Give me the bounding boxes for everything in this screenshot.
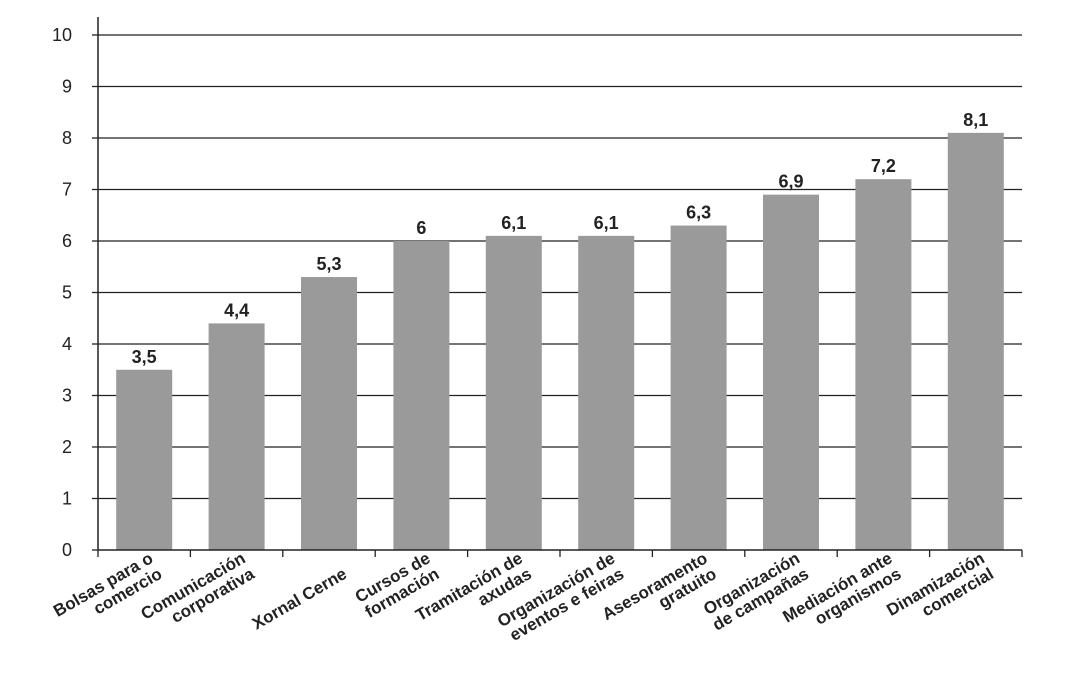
y-tick-label: 0 bbox=[62, 540, 72, 560]
x-tick-label: Xornal Cerne bbox=[249, 564, 350, 633]
data-label: 6,1 bbox=[501, 213, 526, 233]
bar bbox=[208, 323, 265, 550]
y-tick-label: 5 bbox=[62, 283, 72, 303]
data-label: 6,3 bbox=[686, 203, 711, 223]
data-label: 8,1 bbox=[963, 110, 988, 130]
x-tick-label-line: Xornal Cerne bbox=[249, 564, 350, 633]
x-tick-labels: Bolsas para ocomercioComunicacióncorpora… bbox=[50, 549, 997, 645]
data-label: 3,5 bbox=[132, 347, 157, 367]
bar bbox=[578, 235, 635, 550]
y-tick-label: 3 bbox=[62, 386, 72, 406]
bar bbox=[855, 179, 912, 550]
bar bbox=[763, 194, 819, 550]
y-tick-label: 2 bbox=[62, 437, 72, 457]
bar bbox=[670, 225, 727, 551]
bar bbox=[393, 241, 450, 550]
bar bbox=[301, 277, 357, 550]
bar bbox=[116, 369, 173, 550]
y-tick-label: 10 bbox=[52, 25, 72, 45]
y-tick-label: 1 bbox=[62, 489, 72, 509]
y-tick-label: 9 bbox=[62, 77, 72, 97]
bars bbox=[116, 132, 1004, 551]
data-label: 6 bbox=[416, 218, 426, 238]
data-label: 6,1 bbox=[594, 213, 619, 233]
data-label: 4,4 bbox=[224, 300, 249, 320]
y-tick-labels: 0 1 2 3 4 5 6 7 8 9 10 bbox=[52, 25, 72, 560]
bar bbox=[947, 132, 1004, 550]
y-tick-label: 8 bbox=[62, 128, 72, 148]
y-tick-label: 6 bbox=[62, 231, 72, 251]
axes bbox=[92, 17, 1023, 557]
bar bbox=[485, 235, 542, 550]
y-tick-label: 7 bbox=[62, 180, 72, 200]
data-labels: 3,5 4,4 5,3 6 6,1 6,1 6,3 6,9 7,2 8,1 bbox=[132, 110, 989, 367]
data-label: 5,3 bbox=[316, 254, 341, 274]
data-label: 6,9 bbox=[778, 172, 803, 192]
data-label: 7,2 bbox=[871, 156, 896, 176]
y-tick-label: 4 bbox=[62, 334, 72, 354]
